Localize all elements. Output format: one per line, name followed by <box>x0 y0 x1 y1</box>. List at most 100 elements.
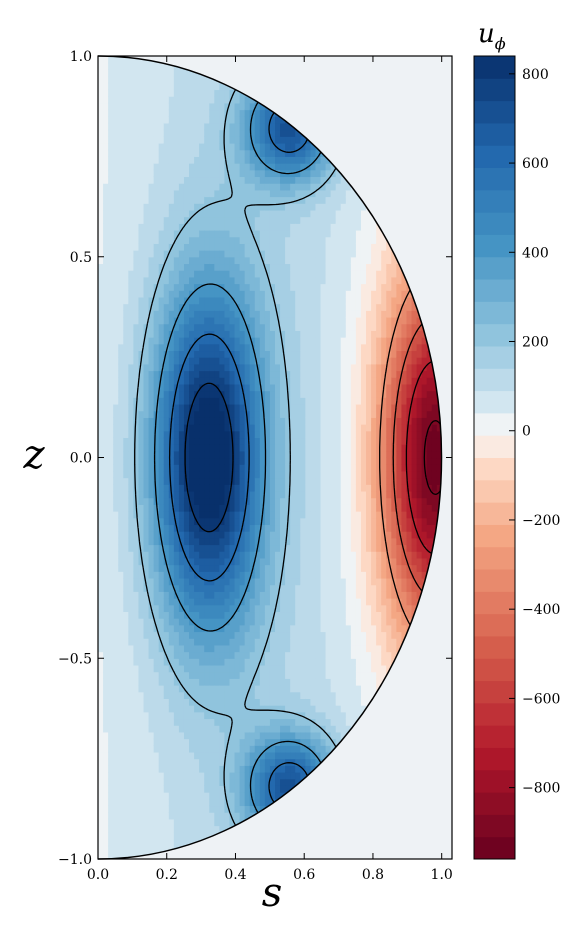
field-cell <box>295 457 301 465</box>
field-cell <box>133 250 140 258</box>
field-cell <box>259 216 266 224</box>
field-cell <box>183 149 190 157</box>
field-cell <box>275 571 281 579</box>
field-cell <box>290 417 296 425</box>
field-cell <box>168 778 175 786</box>
field-cell <box>199 109 205 117</box>
field-cell <box>204 638 210 646</box>
field-cell <box>280 403 286 412</box>
field-cell <box>163 196 170 204</box>
field-cell <box>118 156 124 164</box>
field-cell <box>269 557 276 566</box>
field-cell <box>295 611 301 619</box>
field-cell <box>285 403 291 412</box>
field-cell <box>285 738 291 746</box>
field-cell <box>163 276 170 285</box>
field-cell <box>128 323 134 331</box>
field-cell <box>123 216 129 224</box>
field-cell <box>123 163 129 171</box>
field-cell <box>138 363 145 372</box>
field-cell <box>204 464 210 472</box>
field-cell <box>194 470 200 479</box>
field-cell <box>234 96 241 104</box>
field-cell <box>173 651 180 659</box>
field-cell <box>280 270 286 278</box>
field-cell <box>194 263 200 271</box>
field-cell <box>128 183 134 191</box>
field-cell <box>183 618 190 626</box>
field-cell <box>249 163 256 171</box>
field-cell <box>118 624 124 633</box>
field-cell <box>275 169 281 178</box>
field-cell <box>264 330 271 338</box>
field-cell <box>305 403 311 412</box>
field-cell <box>163 136 170 144</box>
field-cell <box>133 531 140 539</box>
field-cell <box>158 785 165 793</box>
field-cell <box>224 805 231 813</box>
field-cell <box>148 631 155 639</box>
field-cell <box>224 310 231 318</box>
field-cell <box>224 149 231 157</box>
field-cell <box>239 591 246 599</box>
field-cell <box>153 183 160 191</box>
field-cell <box>204 116 210 124</box>
field-cell <box>138 323 145 331</box>
field-cell <box>315 203 322 211</box>
field-cell <box>138 470 145 479</box>
field-cell <box>98 243 104 251</box>
field-cell <box>224 203 231 211</box>
field-cell <box>143 631 150 639</box>
field-cell <box>259 678 266 686</box>
field-cell <box>224 611 231 619</box>
field-cell <box>183 250 190 258</box>
field-cell <box>158 691 165 699</box>
field-cell <box>224 470 231 479</box>
field-cell <box>189 705 195 713</box>
field-cell <box>133 618 140 626</box>
field-cell <box>239 417 246 425</box>
field-cell <box>234 250 241 258</box>
field-cell <box>113 216 119 224</box>
field-cell <box>280 383 286 392</box>
field-cell <box>194 82 200 91</box>
field-cell <box>244 598 251 606</box>
field-cell <box>108 812 114 820</box>
field-cell <box>285 163 291 171</box>
field-cell <box>275 357 281 365</box>
field-cell <box>280 691 286 699</box>
field-cell <box>128 136 134 144</box>
field-cell <box>269 189 276 198</box>
field-cell <box>275 477 281 485</box>
field-cell <box>183 598 190 606</box>
field-cell <box>189 731 195 740</box>
field-cell <box>275 517 281 526</box>
field-cell <box>108 845 114 853</box>
field-cell <box>138 731 145 740</box>
field-cell <box>244 464 251 472</box>
field-cell <box>178 296 185 305</box>
field-cell <box>128 303 134 311</box>
field-cell <box>173 142 180 151</box>
field-cell <box>153 169 160 178</box>
field-cell <box>148 223 155 231</box>
field-cell <box>310 169 317 178</box>
field-cell <box>148 664 155 673</box>
field-cell <box>118 571 124 579</box>
field-cell <box>113 156 119 164</box>
field-cell <box>315 691 322 699</box>
field-cell <box>158 109 165 117</box>
field-cell <box>194 89 200 97</box>
field-cell <box>189 691 195 699</box>
field-cell <box>163 685 170 693</box>
field-cell <box>285 725 291 733</box>
field-cell <box>189 644 195 653</box>
field-cell <box>173 792 180 800</box>
field-cell <box>133 624 140 633</box>
field-cell <box>219 544 226 552</box>
field-cell <box>148 450 155 459</box>
field-cell <box>108 149 114 157</box>
field-cell <box>173 122 180 131</box>
field-cell <box>264 256 271 265</box>
field-cell <box>290 638 296 646</box>
